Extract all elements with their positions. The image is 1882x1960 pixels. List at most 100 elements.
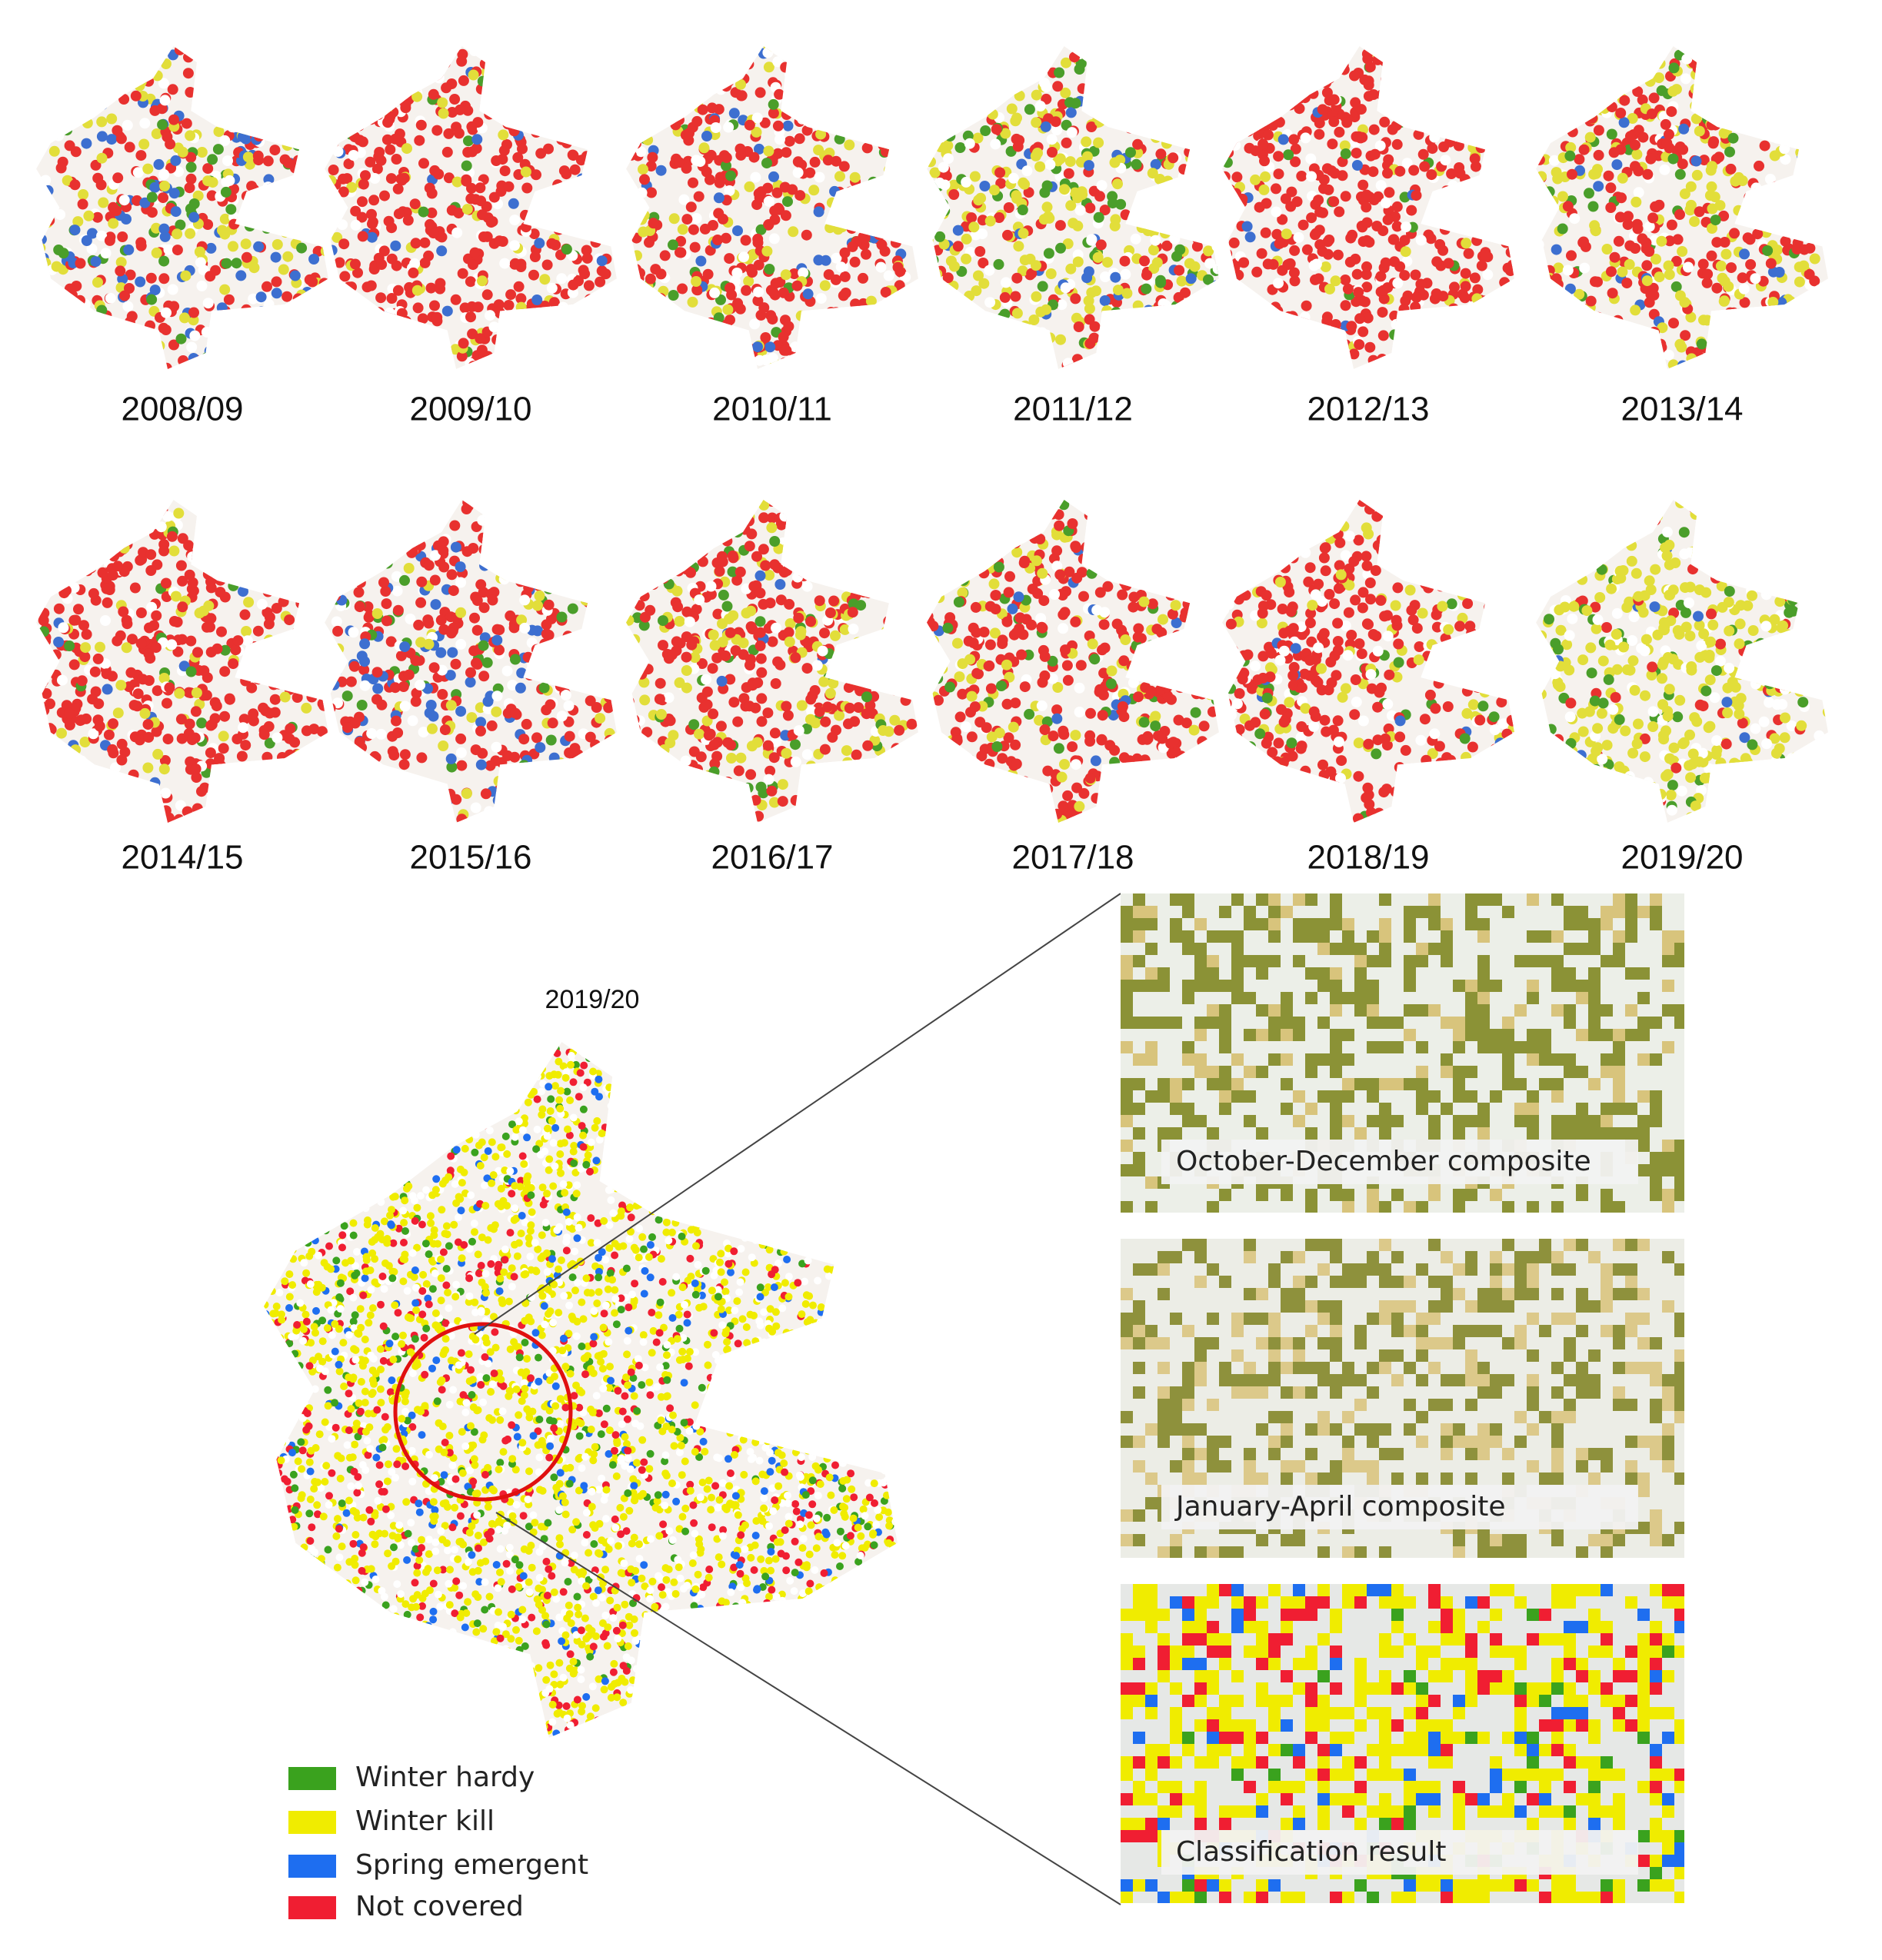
pixel-dot — [1739, 297, 1750, 308]
pixel-dot — [115, 133, 127, 145]
pixel-dot — [892, 128, 904, 139]
pixel-dot — [1667, 153, 1679, 165]
pixel-dot — [485, 356, 496, 368]
pixel-dot — [281, 637, 292, 649]
pixel-dot — [1794, 52, 1805, 63]
pixel-dot — [368, 320, 379, 331]
pixel-dot — [185, 46, 197, 56]
pixel-dot — [62, 125, 73, 136]
pixel-dot — [264, 128, 275, 139]
pixel-dot — [745, 264, 757, 275]
pixel-dot — [1119, 48, 1131, 60]
pixel-dot — [906, 190, 918, 201]
pixel-dot — [594, 598, 605, 610]
pixel-dot — [897, 139, 908, 151]
pixel-dot — [1780, 82, 1791, 94]
pixel-dot — [730, 341, 741, 352]
pixel-dot — [1810, 228, 1821, 240]
pixel-dot — [532, 545, 544, 557]
pixel-dot — [1820, 287, 1828, 298]
pixel-dot — [1427, 80, 1438, 92]
pixel-dot — [289, 671, 301, 683]
pixel-dot — [1021, 165, 1033, 177]
pixel-dot — [1468, 352, 1480, 364]
pixel-dot — [186, 341, 198, 353]
pixel-dot — [241, 309, 253, 321]
pixel-dot — [1739, 81, 1750, 92]
pixel-dot — [1119, 255, 1131, 267]
pixel-dot — [196, 147, 208, 158]
pixel-dot — [1654, 58, 1666, 69]
pixel-dot — [1224, 317, 1235, 328]
pixel-dot — [752, 295, 764, 307]
pixel-dot — [107, 570, 118, 581]
pixel-dot — [1234, 359, 1245, 369]
pixel-dot — [1041, 304, 1052, 315]
pixel-dot — [271, 221, 282, 232]
pixel-dot — [984, 297, 996, 308]
pixel-dot — [419, 237, 431, 248]
pixel-dot — [1763, 76, 1774, 88]
pixel-dot — [106, 113, 118, 125]
pixel-dot — [219, 710, 231, 722]
pixel-dot — [1544, 47, 1556, 58]
pixel-dot — [1092, 251, 1104, 263]
pixel-dot — [1240, 301, 1251, 312]
pixel-dot — [721, 81, 732, 92]
pixel-dot — [808, 185, 820, 196]
pixel-dot — [561, 350, 573, 361]
pixel-dot — [1569, 213, 1581, 225]
pixel-dot — [185, 46, 196, 53]
pixel-dot — [207, 154, 218, 165]
pixel-dot — [1122, 47, 1134, 58]
pixel-dot — [236, 105, 248, 116]
pixel-dot — [895, 290, 907, 301]
pixel-dot — [283, 760, 295, 772]
pixel-dot — [1041, 180, 1053, 191]
pixel-dot — [1593, 181, 1604, 192]
pixel-dot — [1133, 311, 1144, 322]
pixel-dot — [1574, 288, 1585, 300]
pixel-dot — [570, 92, 581, 103]
pixel-dot — [381, 101, 392, 112]
pixel-dot — [1271, 183, 1281, 195]
pixel-dot — [1619, 69, 1631, 81]
pixel-dot — [301, 304, 311, 314]
pixel-dot — [1817, 52, 1828, 64]
pixel-dot — [108, 70, 119, 82]
pixel-dot — [1749, 200, 1760, 211]
pixel-dot — [598, 85, 610, 96]
pixel-dot — [1489, 341, 1501, 352]
pixel-dot — [586, 149, 598, 161]
pixel-dot — [780, 62, 791, 73]
pixel-dot — [242, 151, 254, 163]
pixel-dot — [282, 515, 294, 527]
pixel-dot — [355, 70, 367, 82]
pixel-dot — [292, 140, 304, 151]
pixel-dot — [42, 754, 53, 766]
pixel-dot — [91, 519, 102, 531]
pixel-dot — [1686, 353, 1697, 364]
pixel-dot — [1807, 68, 1818, 80]
pixel-dot — [1475, 202, 1487, 214]
pixel-dot — [795, 310, 807, 321]
pixel-dot — [40, 560, 52, 571]
pixel-dot — [135, 76, 147, 88]
pixel-dot — [1551, 273, 1562, 285]
pixel-dot — [250, 660, 261, 671]
pixel-dot — [1132, 300, 1144, 311]
pixel-dot — [788, 268, 800, 279]
pixel-dot — [595, 195, 606, 206]
pixel-dot — [1251, 333, 1263, 344]
pixel-dot — [1434, 46, 1445, 57]
pixel-dot — [663, 350, 675, 361]
pixel-dot — [631, 363, 642, 369]
pixel-dot — [1786, 310, 1797, 321]
pixel-dot — [85, 562, 97, 574]
pixel-dot — [216, 501, 227, 513]
pixel-dot — [316, 726, 328, 737]
pixel-dot — [568, 279, 579, 291]
pixel-dot — [1207, 111, 1218, 122]
pixel-dot — [1411, 291, 1422, 303]
pixel-dot — [1497, 308, 1509, 320]
